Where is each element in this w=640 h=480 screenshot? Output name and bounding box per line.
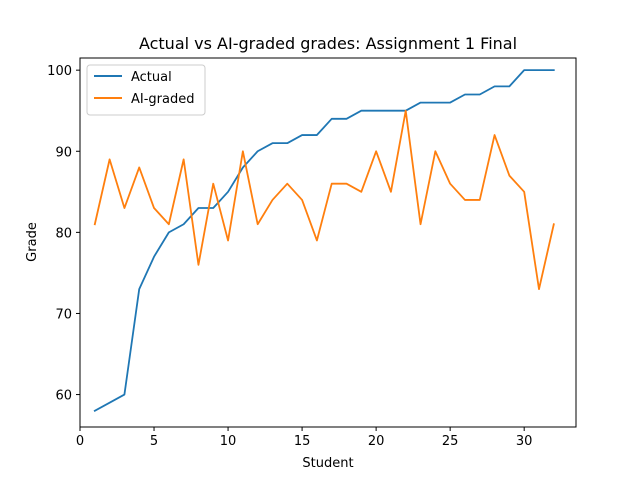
legend-box: [86, 64, 206, 116]
x-tick-label: 30: [516, 434, 533, 449]
x-tick-label: 0: [76, 434, 84, 449]
y-axis-label: Grade: [25, 222, 40, 262]
y-tick-label: 80: [55, 226, 72, 241]
chart-title: Actual vs AI-graded grades: Assignment 1…: [139, 34, 517, 53]
x-tick-label: 15: [294, 434, 311, 449]
y-axis: 60 70 80 90 100: [47, 64, 80, 404]
y-tick-label: 100: [47, 64, 72, 79]
y-tick-label: 60: [55, 389, 72, 404]
legend-label-ai-graded: AI-graded: [131, 92, 194, 107]
series-layer: [93, 69, 555, 413]
x-axis: 0 5 10 15 20 25 30: [76, 427, 533, 449]
plot-frame: [79, 57, 577, 428]
series-line-actual: [93, 69, 555, 413]
series-line-ai-graded: [93, 109, 555, 291]
x-tick-label: 25: [442, 434, 459, 449]
x-tick-label: 10: [220, 434, 237, 449]
x-tick-label: 20: [368, 434, 385, 449]
y-tick-label: 70: [55, 307, 72, 322]
legend: Actual AI-graded: [86, 64, 206, 116]
x-axis-label: Student: [302, 456, 353, 471]
x-tick-label: 5: [150, 434, 158, 449]
legend-label-actual: Actual: [131, 70, 172, 85]
y-tick-label: 90: [55, 145, 72, 160]
